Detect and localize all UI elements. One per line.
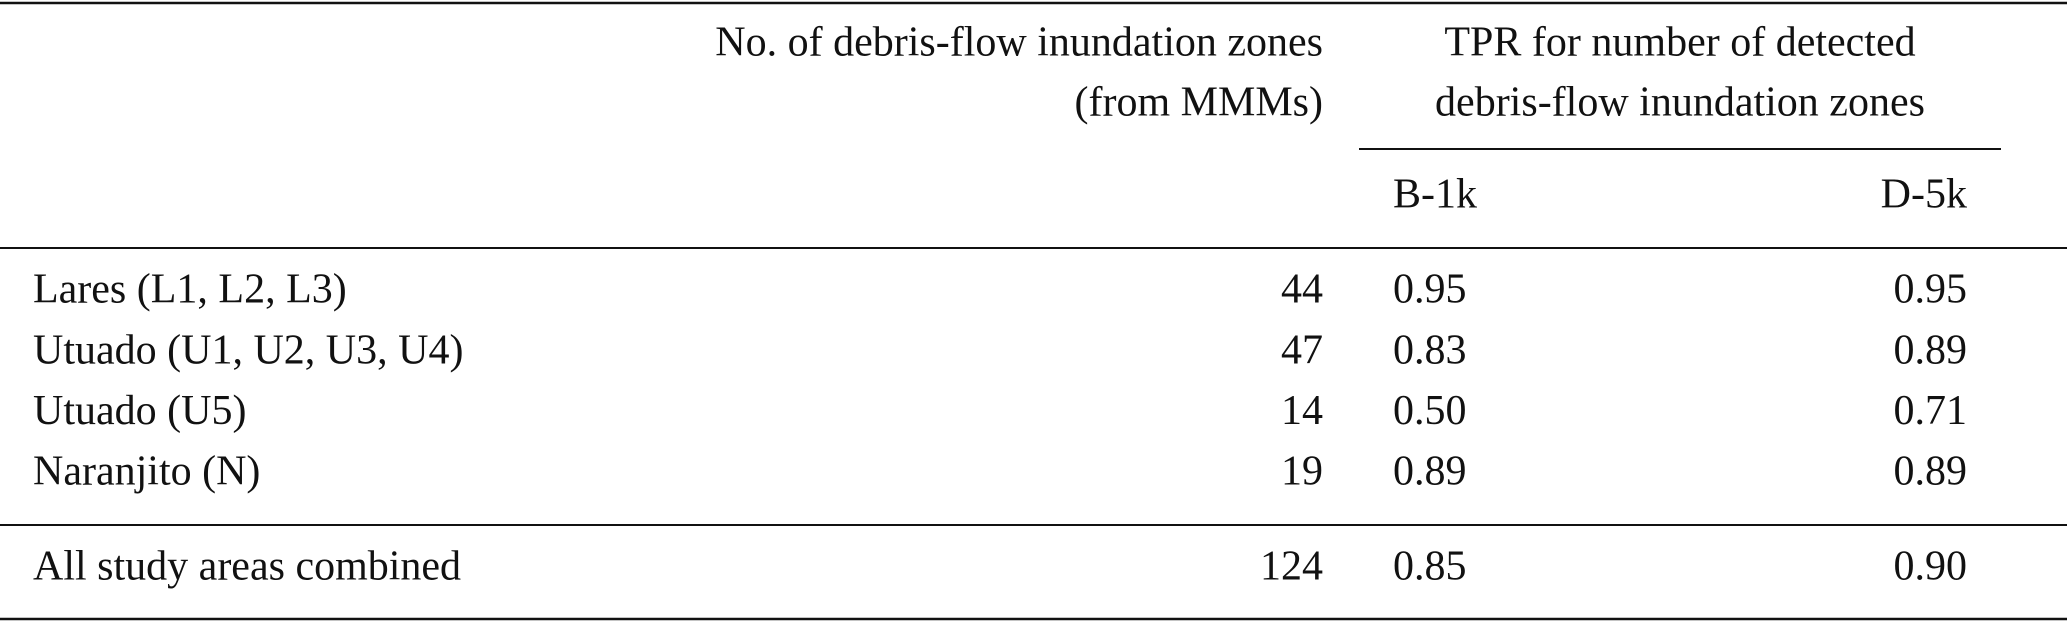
row-label: All study areas combined xyxy=(33,544,461,590)
cell: 0.89 xyxy=(1894,449,1968,495)
cell: 0.83 xyxy=(1393,327,1467,373)
cell: 44 xyxy=(1281,267,1323,313)
row-label: Utuado (U5) xyxy=(33,388,246,434)
row-label: Utuado (U1, U2, U3, U4) xyxy=(33,327,463,373)
cell: 0.71 xyxy=(1894,388,1968,434)
column-header: No. of debris-flow inundation zones xyxy=(715,20,1323,66)
row-label: Lares (L1, L2, L3) xyxy=(33,267,347,313)
cell: 0.89 xyxy=(1894,327,1968,373)
cell: 124 xyxy=(1260,544,1323,590)
cell: 0.95 xyxy=(1393,267,1467,313)
column-header: TPR for number of detected xyxy=(1444,20,1915,66)
sub-header: B-1k xyxy=(1393,172,1477,218)
cell: 0.50 xyxy=(1393,388,1467,434)
cell: 0.85 xyxy=(1393,544,1467,590)
cell: 0.95 xyxy=(1894,267,1968,313)
cell: 47 xyxy=(1281,327,1323,373)
column-header: (from MMMs) xyxy=(1075,80,1324,126)
cell: 0.89 xyxy=(1393,449,1467,495)
cell: 14 xyxy=(1281,388,1323,434)
cell: 0.90 xyxy=(1894,544,1968,590)
cell: 19 xyxy=(1281,449,1323,495)
row-label: Naranjito (N) xyxy=(33,449,260,495)
sub-header: D-5k xyxy=(1881,172,1967,218)
column-header: debris-flow inundation zones xyxy=(1435,80,1925,126)
